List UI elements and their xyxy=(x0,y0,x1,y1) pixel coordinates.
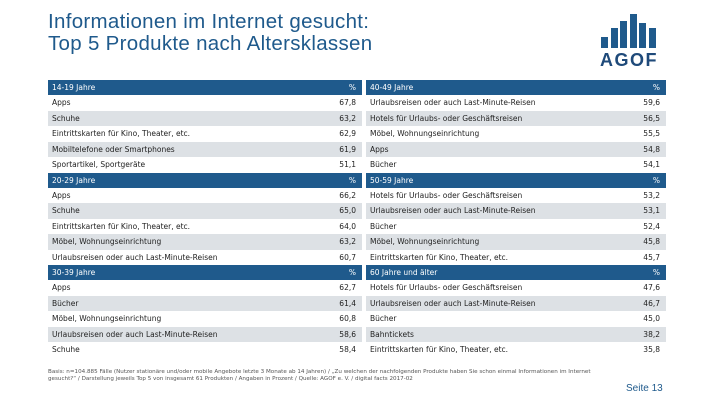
row-value-left: 58,6 xyxy=(318,326,362,342)
row-value-right: 56,5 xyxy=(622,110,666,126)
row-value-right: 59,6 xyxy=(622,95,666,111)
logo-bars-icon xyxy=(601,12,657,48)
row-value-left: 66,2 xyxy=(318,187,362,203)
row-label-left: Mobiltelefone oder Smartphones xyxy=(48,141,318,157)
row-value-left: 60,8 xyxy=(318,311,362,327)
row-label-left: Bücher xyxy=(48,295,318,311)
logo-bar xyxy=(610,28,618,48)
row-value-left: 67,8 xyxy=(318,95,362,111)
row-label-right: Bücher xyxy=(362,157,622,173)
group-header-right: 50-59 Jahre xyxy=(362,172,622,188)
row-value-right: 55,5 xyxy=(622,126,666,142)
group-header-left: 30-39 Jahre xyxy=(48,265,318,280)
row-value-right: 45,8 xyxy=(622,234,666,250)
logo-bar xyxy=(620,21,627,48)
row-value-left: 62,9 xyxy=(318,126,362,142)
row-value-left: 64,0 xyxy=(318,218,362,234)
page-number: Seite 13 xyxy=(626,383,663,394)
top5-table: 14-19 Jahre% 40-49 Jahre% Apps 67,8 Urlaubsr… xyxy=(48,80,666,358)
row-value-left: 61,4 xyxy=(318,295,362,311)
row-label-right: Urlaubsreisen oder auch Last-Minute-Reis… xyxy=(362,295,622,311)
row-label-right: Urlaubsreisen oder auch Last-Minute-Reis… xyxy=(362,203,622,219)
row-label-right: Eintrittskarten für Kino, Theater, etc. xyxy=(362,249,622,265)
row-label-left: Eintrittskarten für Kino, Theater, etc. xyxy=(48,218,318,234)
page-title-line1: Informationen im Internet gesucht: xyxy=(48,10,370,33)
row-value-right: 53,1 xyxy=(622,203,666,219)
group-header-right-pct: % xyxy=(622,172,666,188)
logo-bar xyxy=(639,22,646,48)
row-value-left: 63,2 xyxy=(318,234,362,250)
group-header-left: 14-19 Jahre xyxy=(48,80,318,95)
row-label-left: Apps xyxy=(48,187,318,203)
row-value-left: 63,2 xyxy=(318,110,362,126)
group-header-right-pct: % xyxy=(622,80,666,95)
row-label-right: Bücher xyxy=(362,311,622,327)
row-label-right: Hotels für Urlaubs- oder Geschäftsreisen xyxy=(362,187,622,203)
row-label-right: Bahntickets xyxy=(362,326,622,342)
row-value-left: 65,0 xyxy=(318,203,362,219)
group-header-left-pct: % xyxy=(318,80,362,95)
agof-logo: AGOF xyxy=(598,12,660,70)
row-label-right: Hotels für Urlaubs- oder Geschäftsreisen xyxy=(362,280,622,296)
row-value-right: 52,4 xyxy=(622,218,666,234)
logo-bar xyxy=(601,37,608,48)
page-title-line2: Top 5 Produkte nach Altersklassen xyxy=(48,32,373,55)
group-header-left-pct: % xyxy=(318,265,362,280)
row-value-right: 53,2 xyxy=(622,187,666,203)
group-header-right: 60 Jahre und älter xyxy=(362,265,622,280)
row-label-left: Apps xyxy=(48,95,318,111)
row-value-right: 47,6 xyxy=(622,280,666,296)
row-value-right: 54,8 xyxy=(622,141,666,157)
row-label-left: Möbel, Wohnungseinrichtung xyxy=(48,311,318,327)
row-label-right: Apps xyxy=(362,141,622,157)
row-label-right: Möbel, Wohnungseinrichtung xyxy=(362,234,622,250)
row-label-left: Schuhe xyxy=(48,110,318,126)
group-header-right-pct: % xyxy=(622,265,666,280)
row-value-right: 46,7 xyxy=(622,295,666,311)
logo-bar xyxy=(629,13,637,48)
row-label-left: Urlaubsreisen oder auch Last-Minute-Reis… xyxy=(48,249,318,265)
row-label-left: Möbel, Wohnungseinrichtung xyxy=(48,234,318,250)
row-label-left: Apps xyxy=(48,280,318,296)
row-value-right: 45,0 xyxy=(622,311,666,327)
row-label-right: Eintrittskarten für Kino, Theater, etc. xyxy=(362,342,622,358)
row-label-right: Hotels für Urlaubs- oder Geschäftsreisen xyxy=(362,110,622,126)
group-header-right: 40-49 Jahre xyxy=(362,80,622,95)
row-value-right: 54,1 xyxy=(622,157,666,173)
group-header-left: 20-29 Jahre xyxy=(48,172,318,188)
row-value-left: 51,1 xyxy=(318,157,362,173)
row-label-left: Eintrittskarten für Kino, Theater, etc. xyxy=(48,126,318,142)
row-value-left: 62,7 xyxy=(318,280,362,296)
row-label-left: Schuhe xyxy=(48,203,318,219)
row-label-left: Sportartikel, Sportgeräte xyxy=(48,157,318,173)
page-title: Informationen im Internet gesucht: Top 5… xyxy=(48,11,588,55)
logo-text: AGOF xyxy=(600,50,658,70)
row-value-left: 60,7 xyxy=(318,249,362,265)
footnote: Basis: n=104.885 Fälle (Nutzer stationär… xyxy=(48,369,591,383)
row-label-right: Möbel, Wohnungseinrichtung xyxy=(362,126,622,142)
row-value-left: 61,9 xyxy=(318,141,362,157)
row-label-left: Urlaubsreisen oder auch Last-Minute-Reis… xyxy=(48,326,318,342)
row-value-right: 45,7 xyxy=(622,249,666,265)
logo-bar xyxy=(648,28,656,48)
row-label-right: Urlaubsreisen oder auch Last-Minute-Reis… xyxy=(362,95,622,111)
row-value-right: 35,8 xyxy=(622,342,666,358)
group-header-left-pct: % xyxy=(318,172,362,188)
row-label-left: Schuhe xyxy=(48,342,318,358)
row-value-left: 58,4 xyxy=(318,342,362,358)
row-value-right: 38,2 xyxy=(622,326,666,342)
row-label-right: Bücher xyxy=(362,218,622,234)
